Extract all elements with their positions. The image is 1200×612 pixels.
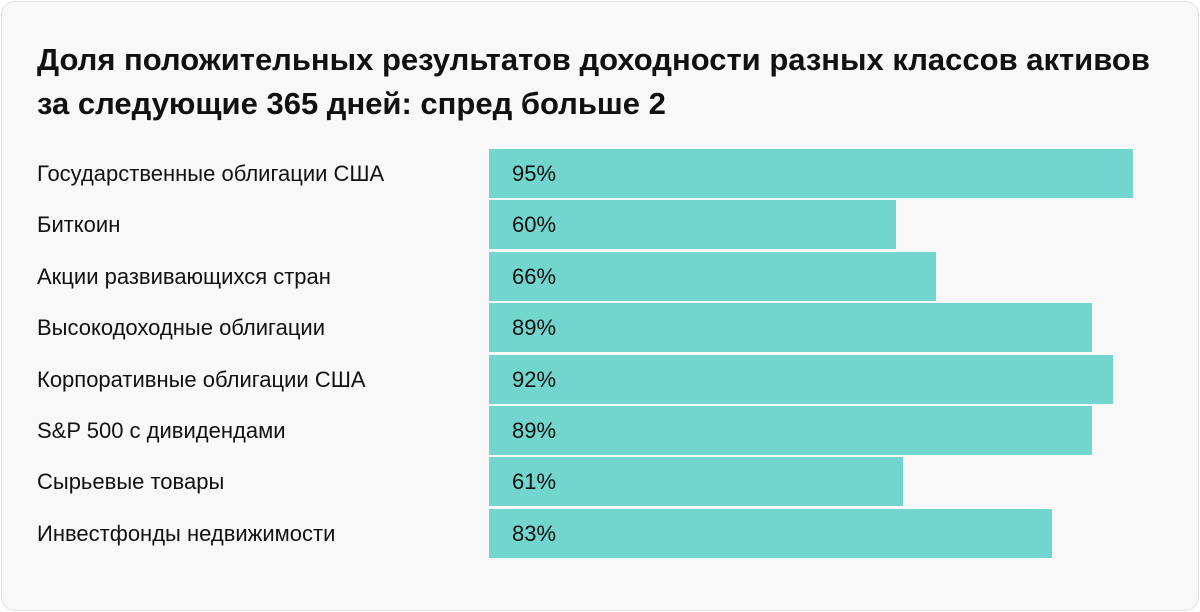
category-label: Инвестфонды недвижимости	[37, 520, 336, 546]
bar	[489, 251, 937, 301]
value-label: 95%	[512, 161, 557, 186]
value-label: 89%	[512, 418, 557, 443]
value-label: 60%	[512, 212, 557, 238]
bar	[489, 457, 903, 507]
value-label: 89%	[512, 315, 557, 341]
bar	[489, 354, 1113, 404]
value-label: 83%	[512, 520, 557, 546]
category-label: Высокодоходные облигации	[37, 315, 325, 341]
bar	[489, 303, 1093, 353]
chart-title: Доля положительных результатов доходност…	[37, 42, 1150, 121]
category-label: Сырьевые товары	[37, 469, 225, 495]
bar	[489, 149, 1134, 198]
bar	[489, 406, 1093, 455]
bar	[489, 200, 896, 250]
category-label: Государственные облигации США	[37, 161, 385, 186]
category-label: Биткоин	[37, 212, 121, 238]
value-label: 92%	[512, 366, 557, 392]
bar	[489, 508, 1052, 558]
value-label: 61%	[512, 469, 557, 495]
value-label: 66%	[512, 263, 557, 289]
category-label: Акции развивающихся стран	[37, 263, 331, 289]
category-label: Корпоративные облигации США	[37, 366, 366, 392]
category-label: S&P 500 с дивидендами	[37, 418, 286, 443]
